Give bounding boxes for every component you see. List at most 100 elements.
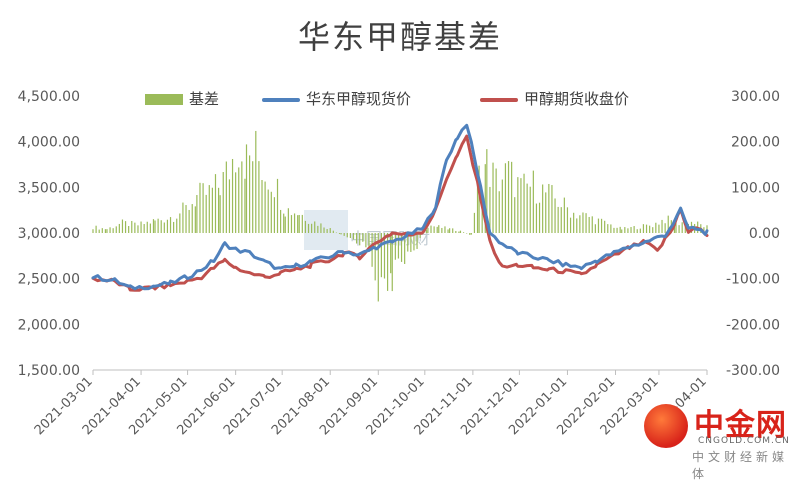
basis-bar: [523, 173, 525, 233]
basis-bar: [573, 212, 575, 233]
basis-bar: [511, 161, 513, 233]
legend-label-futures: 甲醇期货收盘价: [524, 90, 630, 108]
basis-bar: [604, 220, 606, 233]
legend-item-basis: 基差: [145, 88, 219, 109]
basis-bar: [143, 224, 145, 233]
basis-bar: [458, 231, 460, 233]
basis-bar: [613, 227, 615, 233]
basis-bar: [619, 226, 621, 233]
basis-bar: [261, 180, 263, 233]
legend-label-basis: 基差: [189, 90, 220, 108]
basis-bar: [225, 161, 227, 233]
y-right-tick-label: 0.00: [749, 226, 780, 242]
basis-bar: [104, 229, 107, 233]
basis-bar: [346, 233, 348, 238]
y-left-tick-label: 3,500.00: [18, 180, 80, 196]
basis-bar: [391, 233, 393, 292]
basis-bar: [481, 193, 483, 233]
y-right-tick-label: 300.00: [731, 89, 780, 105]
basis-bar: [397, 233, 400, 259]
basis-bar: [501, 179, 503, 233]
legend-label-spot: 华东甲醇现货价: [306, 90, 412, 108]
cngold-logo: 中金网 CNGOLD.COM.CN 中文财经新媒体: [640, 398, 796, 481]
basis-bar: [498, 191, 500, 233]
basis-bar: [594, 224, 596, 233]
basis-bar: [452, 228, 454, 233]
basis-bar: [205, 194, 207, 233]
basis-bar: [444, 226, 446, 233]
basis-bar: [551, 185, 553, 233]
legend-item-spot: 华东甲醇现货价: [262, 88, 411, 109]
basis-bar: [377, 233, 379, 302]
basis-bar: [365, 233, 367, 248]
basis-bar: [98, 229, 100, 233]
basis-bar: [146, 221, 148, 233]
basis-bar: [627, 228, 629, 233]
basis-bar: [390, 233, 392, 274]
basis-bar: [211, 187, 213, 233]
basis-bar: [244, 178, 246, 233]
basis-bar: [255, 130, 257, 233]
basis-bar: [179, 213, 181, 233]
basis-bar: [343, 233, 345, 236]
futures-price-line: [91, 134, 709, 292]
basis-bar: [394, 233, 396, 260]
y-left-tick-label: 4,000.00: [18, 135, 80, 151]
basis-bar: [202, 183, 204, 233]
basis-bar: [407, 233, 409, 252]
basis-bar: [368, 233, 370, 252]
basis-bar: [95, 225, 97, 233]
basis-bar: [486, 149, 488, 233]
basis-bar: [124, 221, 127, 233]
legend-swatch-futures: [480, 97, 518, 102]
legend-item-futures: 甲醇期货收盘价: [480, 88, 629, 109]
basis-bar: [410, 233, 412, 252]
basis-bar: [219, 195, 221, 233]
basis-bar: [238, 167, 240, 233]
basis-bar: [276, 178, 279, 233]
basis-bar: [280, 209, 282, 233]
basis-bar: [290, 215, 293, 233]
basis-bar: [504, 163, 507, 233]
basis-bar: [314, 221, 316, 233]
y-right-tick-label: -200.00: [726, 317, 780, 333]
basis-bar: [413, 233, 415, 251]
basis-bar: [273, 197, 276, 233]
basis-bar: [706, 225, 708, 233]
basis-bar: [639, 228, 641, 233]
basis-bar: [455, 230, 457, 233]
basis-bar: [101, 228, 103, 233]
basis-bar: [642, 224, 645, 233]
basis-bar: [447, 229, 449, 233]
y-right-tick-label: -100.00: [726, 272, 780, 288]
basis-bar: [621, 229, 623, 233]
basis-bar: [579, 215, 581, 233]
basis-bar: [320, 223, 322, 233]
basis-bar: [404, 233, 406, 264]
legend: 基差 华东甲醇现货价 甲醇期货收盘价: [0, 88, 800, 112]
y-left-tick-label: 2,000.00: [18, 317, 80, 333]
basis-bar: [228, 179, 231, 233]
y-left-tick-label: 3,000.00: [18, 226, 80, 242]
basis-bar: [649, 225, 651, 233]
basis-bar: [560, 207, 562, 233]
basis-bar: [329, 228, 331, 233]
chart-title: 华东甲醇基差: [297, 18, 502, 56]
basis-bar: [118, 223, 120, 233]
basis-bar: [332, 230, 334, 233]
basis-bar: [633, 226, 635, 233]
basis-bar: [252, 161, 254, 233]
basis-bar: [188, 209, 190, 233]
basis-bar: [588, 216, 590, 233]
basis-bar: [326, 229, 328, 233]
basis-bar: [526, 183, 528, 233]
basis-bar: [383, 233, 386, 279]
logo-domain: CNGOLD.COM.CN: [698, 436, 790, 446]
basis-bar: [585, 213, 587, 233]
basis-bar: [304, 220, 307, 233]
basis-bar: [267, 189, 269, 233]
basis-bar: [298, 214, 300, 233]
basis-bar: [152, 219, 155, 233]
